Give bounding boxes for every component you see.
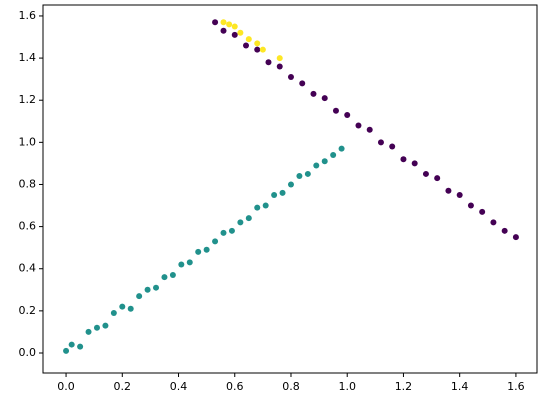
point [195, 248, 202, 255]
point [296, 173, 303, 180]
point [344, 111, 351, 118]
point [136, 293, 143, 300]
point [77, 343, 84, 350]
point [490, 219, 497, 226]
point [287, 74, 294, 81]
point [254, 204, 261, 211]
point [245, 36, 252, 43]
point [422, 170, 429, 177]
point [68, 341, 75, 348]
y-tick-label: 0.6 [19, 220, 37, 233]
point [501, 227, 508, 234]
x-tick-label: 0.6 [226, 380, 244, 393]
point [276, 63, 283, 70]
point [119, 303, 126, 310]
point [110, 309, 117, 316]
point [434, 175, 441, 182]
point [228, 227, 235, 234]
point [338, 145, 345, 152]
x-tick-label: 0.0 [57, 380, 75, 393]
point [127, 305, 134, 312]
x-tick-label: 1.0 [338, 380, 356, 393]
point [102, 322, 109, 329]
point [186, 259, 193, 266]
point [377, 139, 384, 146]
point [456, 192, 463, 199]
point [479, 208, 486, 215]
point [169, 272, 176, 279]
point [265, 59, 272, 66]
point [287, 181, 294, 188]
point [467, 202, 474, 209]
point [212, 19, 219, 26]
point [276, 55, 283, 62]
point [226, 21, 233, 28]
y-tick-label: 0.8 [19, 177, 37, 190]
point [85, 328, 92, 335]
point [161, 274, 168, 281]
point [237, 29, 244, 36]
y-tick-label: 0.2 [19, 304, 37, 317]
point [389, 143, 396, 150]
y-tick-label: 0.0 [19, 346, 37, 359]
y-tick-label: 0.4 [19, 262, 37, 275]
point [220, 19, 227, 26]
point [321, 158, 328, 165]
point [203, 246, 210, 253]
y-tick-label: 1.4 [19, 51, 37, 64]
x-tick-label: 0.4 [170, 380, 188, 393]
point [254, 46, 261, 53]
point [153, 284, 160, 291]
point [237, 219, 244, 226]
point [254, 40, 261, 47]
point [512, 234, 519, 241]
point [279, 189, 286, 196]
point [271, 192, 278, 199]
point [411, 160, 418, 167]
point [242, 42, 249, 49]
plot-frame [42, 4, 538, 374]
x-tick-label: 1.6 [507, 380, 525, 393]
point [400, 156, 407, 163]
point [259, 46, 266, 53]
point [231, 23, 238, 30]
point [330, 151, 337, 158]
point [245, 215, 252, 222]
point [262, 202, 269, 209]
point [178, 261, 185, 268]
y-tick-label: 1.6 [19, 9, 37, 22]
y-tick-label: 1.2 [19, 93, 37, 106]
x-tick-label: 0.2 [114, 380, 132, 393]
x-tick-label: 0.8 [282, 380, 300, 393]
point [310, 90, 317, 97]
point [445, 187, 452, 194]
x-tick-label: 1.2 [395, 380, 413, 393]
point [93, 324, 100, 331]
point [220, 229, 227, 236]
point [304, 170, 311, 177]
x-tick-label: 1.4 [451, 380, 469, 393]
y-tick-label: 1.0 [19, 135, 37, 148]
point [332, 107, 339, 114]
point [212, 238, 219, 245]
point [220, 27, 227, 34]
point [313, 162, 320, 169]
point [299, 80, 306, 87]
point [144, 286, 151, 293]
point [355, 122, 362, 129]
point [366, 126, 373, 133]
point [231, 31, 238, 38]
point [63, 347, 70, 354]
point [321, 95, 328, 102]
